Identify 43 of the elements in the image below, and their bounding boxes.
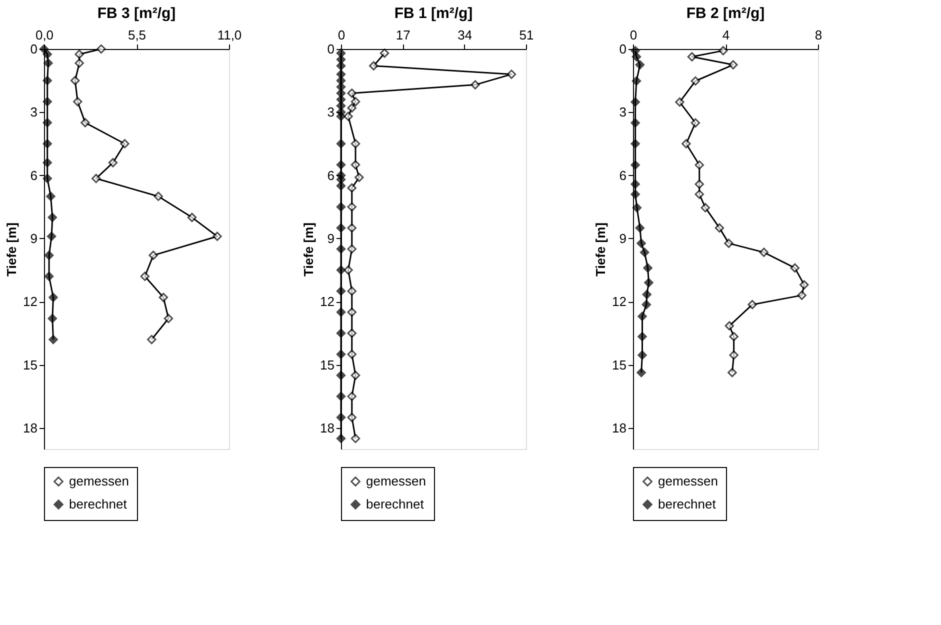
y-tick-label: 3 — [619, 104, 626, 120]
legend-label: berechnet — [366, 496, 424, 512]
y-tick-label: 12 — [612, 294, 626, 310]
x-tick-label: 34 — [458, 28, 472, 42]
x-tick-label: 0 — [338, 28, 346, 42]
x-tick-label: 5,5 — [128, 28, 146, 42]
x-tick-label: 8 — [814, 28, 822, 42]
legend-label: berechnet — [69, 496, 128, 512]
x-tick-label: 0 — [630, 28, 638, 42]
x-tick-label: 4 — [722, 28, 730, 42]
x-tick-label: 11,0 — [217, 28, 242, 42]
y-tick-label: 6 — [327, 168, 334, 183]
y-tick-label: 9 — [30, 230, 38, 246]
legend-label: gemessen — [366, 474, 426, 488]
y-tick-label: 15 — [612, 357, 626, 372]
y-tick-label: 9 — [619, 230, 626, 246]
y-tick-label: 6 — [30, 168, 38, 183]
chart-title: FB 1 [m²/g] — [394, 5, 473, 22]
x-tick-label: 17 — [396, 28, 410, 42]
x-tick-label: 51 — [519, 28, 534, 42]
y-tick-label: 18 — [612, 420, 626, 436]
legend-label: berechnet — [658, 496, 716, 512]
x-tick-label: 0,0 — [35, 28, 54, 42]
legend-label: gemessen — [658, 474, 718, 488]
y-tick-label: 3 — [327, 104, 334, 120]
chart-title: FB 3 [m²/g] — [97, 5, 176, 22]
y-tick-label: 15 — [23, 357, 38, 372]
y-tick-label: 6 — [619, 168, 626, 183]
y-tick-label: 3 — [30, 104, 38, 120]
y-tick-label: 18 — [23, 420, 38, 436]
y-axis-title: Tiefe [m] — [301, 222, 316, 276]
legend-label: gemessen — [69, 474, 129, 488]
y-tick-label: 18 — [320, 420, 334, 436]
y-tick-label: 0 — [619, 42, 626, 56]
chart-title: FB 2 [m²/g] — [686, 5, 765, 22]
y-tick-label: 0 — [30, 42, 38, 56]
y-tick-label: 12 — [320, 294, 334, 310]
y-axis-title: Tiefe [m] — [4, 222, 20, 276]
y-axis-title: Tiefe [m] — [593, 222, 608, 276]
y-tick-label: 15 — [320, 357, 334, 372]
y-tick-label: 0 — [327, 42, 334, 56]
y-tick-label: 9 — [327, 230, 334, 246]
y-tick-label: 12 — [23, 294, 38, 310]
